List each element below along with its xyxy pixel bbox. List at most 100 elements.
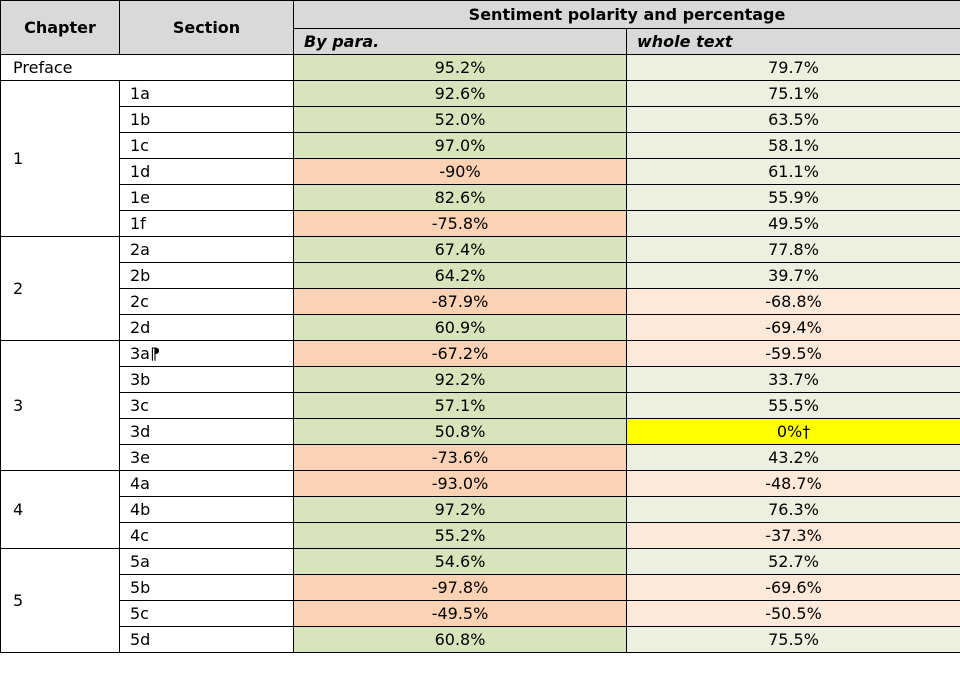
by-para-value: 60.9%	[293, 314, 627, 341]
section-cell: 4a	[119, 470, 294, 497]
chapter-cell: 2	[0, 236, 120, 341]
chapter-cell: 1	[0, 80, 120, 237]
section-cell: 5c	[119, 600, 294, 627]
preface-whole-text: 79.7%	[625, 54, 960, 81]
by-para-value: -49.5%	[293, 600, 627, 627]
whole-text-value: -48.7%	[625, 470, 960, 497]
table-body: Preface 95.2% 79.7% 1 1a 92.6% 75.1% 1b 52.0%…	[0, 54, 960, 653]
by-para-value: -67.2%	[293, 340, 627, 367]
table-row: 4 4a -93.0% -48.7%	[0, 470, 960, 549]
whole-text-value: -37.3%	[625, 522, 960, 549]
whole-text-value: 0%†	[625, 418, 960, 445]
by-para-value: 92.6%	[293, 80, 627, 107]
whole-text-value: 43.2%	[625, 444, 960, 471]
by-para-value: 97.2%	[293, 496, 627, 523]
whole-text-value: -69.6%	[625, 574, 960, 601]
whole-text-value: 63.5%	[625, 106, 960, 133]
whole-text-value: 61.1%	[625, 158, 960, 185]
section-cell: 2d	[119, 314, 294, 341]
section-cell: 5a	[119, 548, 294, 575]
table-row: 3e -73.6% 43.2%	[1, 444, 960, 471]
table-row: 4c 55.2% -37.3%	[1, 522, 960, 549]
by-para-value: 54.6%	[293, 548, 627, 575]
table-row: 1f -75.8% 49.5%	[1, 210, 960, 237]
by-para-value: 97.0%	[293, 132, 627, 159]
chapter-header: Chapter	[0, 0, 120, 55]
whole-text-value: 49.5%	[625, 210, 960, 237]
section-cell: 2b	[119, 262, 294, 289]
section-cell: 5b	[119, 574, 294, 601]
table-header: Chapter Section Sentiment polarity and p…	[0, 0, 960, 55]
by-para-value: -75.8%	[293, 210, 627, 237]
table-row: 2b 64.2% 39.7%	[1, 262, 960, 289]
by-para-value: 67.4%	[293, 236, 627, 263]
by-para-value: -87.9%	[293, 288, 627, 315]
whole-text-value: 77.8%	[625, 236, 960, 263]
whole-text-value: 75.1%	[625, 80, 960, 107]
section-cell: 2a	[119, 236, 294, 263]
whole-text-value: -68.8%	[625, 288, 960, 315]
whole-text-value: -50.5%	[625, 600, 960, 627]
table-row: 3 3a⁋ -67.2% -59.5%	[0, 340, 960, 471]
whole-text-value: -69.4%	[625, 314, 960, 341]
sentiment-table: Chapter Section Sentiment polarity and p…	[0, 0, 960, 653]
section-cell: 2c	[119, 288, 294, 315]
table-row: 1c 97.0% 58.1%	[1, 132, 960, 159]
section-cell: 1f	[119, 210, 294, 237]
section-cell: 3d	[119, 418, 294, 445]
by-para-value: 64.2%	[293, 262, 627, 289]
section-cell: 1e	[119, 184, 294, 211]
section-cell: 4b	[119, 496, 294, 523]
whole-text-value: 58.1%	[625, 132, 960, 159]
by-para-value: 50.8%	[293, 418, 627, 445]
table-row: 1e 82.6% 55.9%	[1, 184, 960, 211]
section-cell: 5d	[119, 626, 294, 653]
by-para-value: 92.2%	[293, 366, 627, 393]
by-para-value: 55.2%	[293, 522, 627, 549]
whole-text-value: 76.3%	[625, 496, 960, 523]
preface-row: Preface 95.2% 79.7%	[0, 54, 960, 81]
sentiment-group-header: Sentiment polarity and percentage	[292, 0, 960, 29]
table-row: 1d -90% 61.1%	[1, 158, 960, 185]
whole-text-value: 39.7%	[625, 262, 960, 289]
section-cell: 1b	[119, 106, 294, 133]
table-row: 2c -87.9% -68.8%	[1, 288, 960, 315]
table-row: 3c 57.1% 55.5%	[1, 392, 960, 419]
whole-text-value: 52.7%	[625, 548, 960, 575]
table-row: 5c -49.5% -50.5%	[1, 600, 960, 627]
by-para-value: 57.1%	[293, 392, 627, 419]
preface-by-para: 95.2%	[293, 54, 627, 81]
table-row: 1 1a 92.6% 75.1%	[0, 80, 960, 237]
table-row: 3d 50.8% 0%†	[1, 418, 960, 445]
section-cell: 1d	[119, 158, 294, 185]
section-cell: 3b	[119, 366, 294, 393]
section-cell: 3e	[119, 444, 294, 471]
whole-text-value: 55.5%	[625, 392, 960, 419]
by-para-value: -90%	[293, 158, 627, 185]
table-row: 5 5a 54.6% 52.7%	[0, 548, 960, 653]
section-cell: 1c	[119, 132, 294, 159]
section-cell: 3c	[119, 392, 294, 419]
table-row: 5d 60.8% 75.5%	[1, 626, 960, 653]
section-cell: 3a⁋	[119, 340, 294, 367]
whole-text-header: whole text	[625, 28, 960, 55]
section-cell: 4c	[119, 522, 294, 549]
whole-text-value: 55.9%	[625, 184, 960, 211]
table-row: 5b -97.8% -69.6%	[1, 574, 960, 601]
by-para-value: -97.8%	[293, 574, 627, 601]
section-cell: 1a	[119, 80, 294, 107]
table-row: 2d 60.9% -69.4%	[1, 314, 960, 341]
preface-label: Preface	[0, 54, 294, 81]
by-para-value: 60.8%	[293, 626, 627, 653]
whole-text-value: 33.7%	[625, 366, 960, 393]
table-row: 3b 92.2% 33.7%	[1, 366, 960, 393]
chapter-cell: 4	[0, 470, 120, 549]
by-para-value: -73.6%	[293, 444, 627, 471]
table-row: 1b 52.0% 63.5%	[1, 106, 960, 133]
table-row: 2 2a 67.4% 77.8%	[0, 236, 960, 341]
chapter-cell: 3	[0, 340, 120, 471]
table-row: 4b 97.2% 76.3%	[1, 496, 960, 523]
by-para-value: 82.6%	[293, 184, 627, 211]
by-para-value: 52.0%	[293, 106, 627, 133]
by-para-value: -93.0%	[293, 470, 627, 497]
